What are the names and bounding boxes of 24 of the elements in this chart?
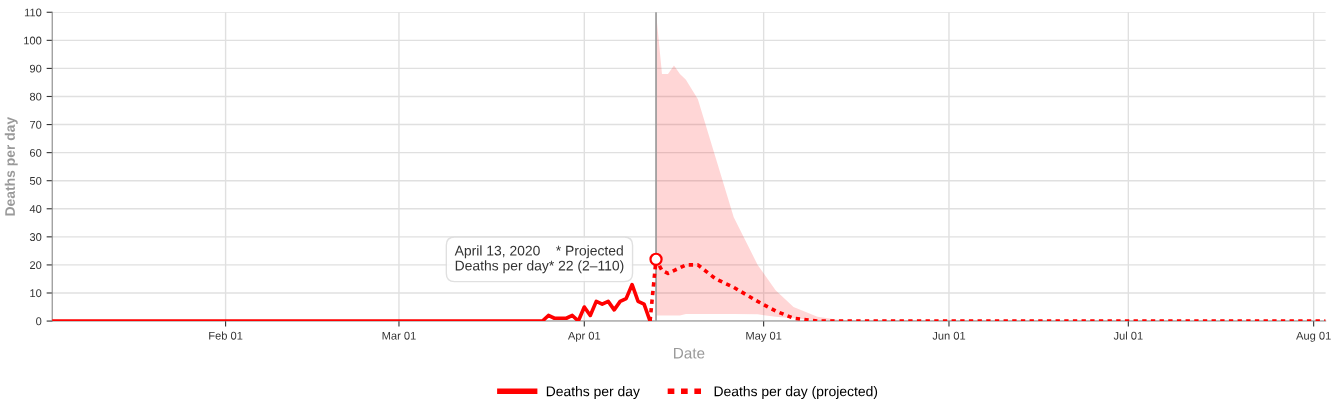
- y-tick-label: 90: [29, 64, 42, 73]
- y-tick-label: 40: [29, 205, 42, 213]
- x-tick-label: Feb 01: [209, 331, 243, 340]
- y-tick-label: 10: [30, 289, 42, 298]
- legend-label: Deaths per day (projected): [714, 386, 878, 400]
- y-tick-label: 30: [29, 233, 42, 241]
- x-tick-label: May 01: [746, 331, 782, 342]
- y-tick-label: 20: [30, 261, 42, 270]
- x-tick-label: Jul 01: [1113, 331, 1143, 340]
- y-tick-label: 80: [29, 92, 42, 101]
- y-tick-label: 0: [36, 317, 42, 326]
- y-tick-label: 70: [30, 120, 42, 129]
- y-tick-label: 100: [24, 36, 42, 45]
- y-tick-label: 110: [24, 8, 42, 17]
- x-tick-label: Mar 01: [382, 331, 416, 340]
- x-axis-title: Date: [674, 347, 705, 359]
- y-axis-title: Deaths per day: [4, 116, 18, 216]
- y-tick-label: 60: [30, 148, 42, 157]
- x-tick-label: Aug 01: [1296, 331, 1331, 342]
- legend-label: Deaths per day: [546, 386, 640, 400]
- annotation: April 13, 2020 * Projected Deaths per day* 22 (2–110): [454, 245, 624, 274]
- x-tick-label: Jun 01: [932, 331, 966, 340]
- x-tick-label: Apr 01: [567, 331, 601, 342]
- y-tick-label: 50: [29, 176, 42, 185]
